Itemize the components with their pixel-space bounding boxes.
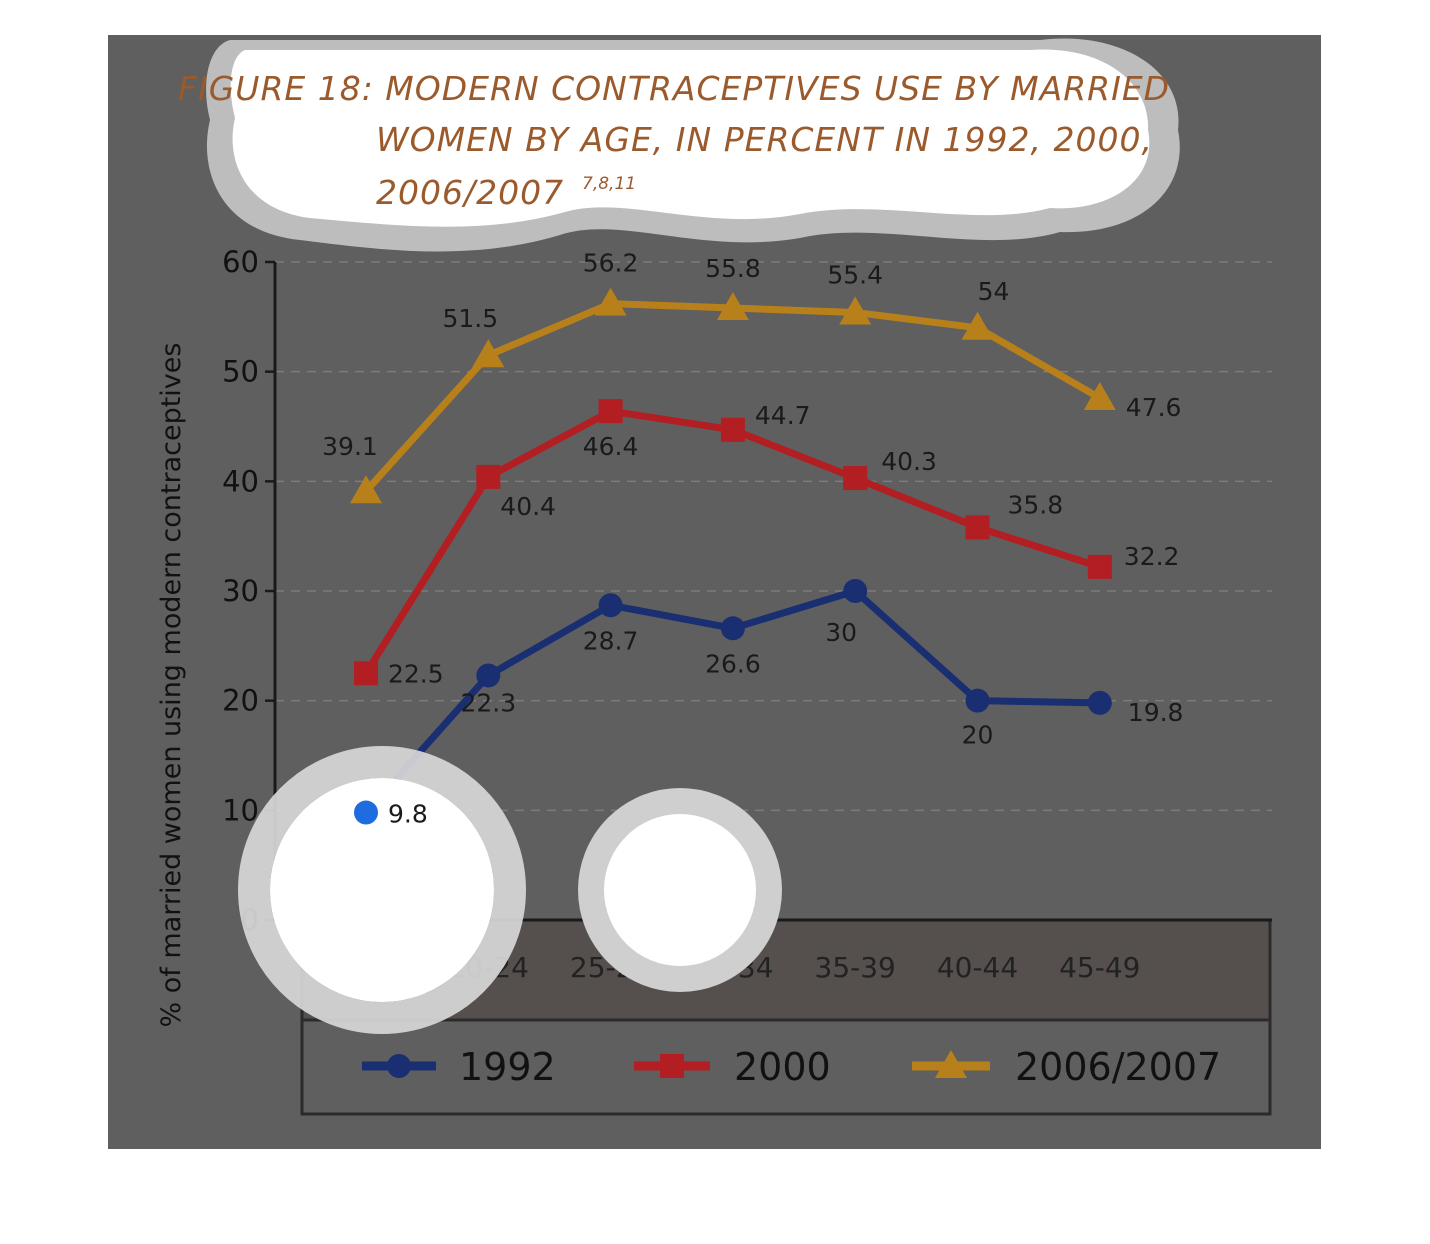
legend-item-1992: 1992 [362,1045,556,1089]
data-point [961,311,994,340]
data-label: 20 [962,721,994,750]
data-point [716,292,749,321]
data-point [472,339,505,368]
data-point [965,688,990,713]
highlight-ring-right [578,788,782,992]
data-label: 46.4 [583,432,639,461]
legend-item-2000: 2000 [634,1045,831,1089]
data-labels: 22.3 28.7 26.6 30 20 19.8 22.5 40.4 46.4 44.7 40.3… [322,249,1183,750]
overlay-labels: 9.8 [354,800,428,829]
data-label: 30 [825,618,857,647]
data-label: 26.6 [705,649,761,678]
data-label: 54 [978,277,1010,306]
data-label: 22.3 [460,688,516,717]
gridlines [275,261,1272,812]
data-point [720,417,745,442]
data-point [965,515,990,540]
x-tick-label: 40-44 [937,951,1018,984]
data-label: 22.5 [388,659,444,688]
x-tick-label: 35-39 [815,951,896,984]
legend-marker-1992 [387,1054,411,1078]
data-label: 9.8 [388,800,428,829]
data-point [476,663,501,688]
data-label: 32.2 [1124,542,1180,571]
title-line-2: WOMEN BY AGE, IN PERCENT IN 1992, 2000, [376,120,1153,159]
data-label: 55.4 [827,260,883,289]
data-label: 40.4 [500,492,556,521]
data-point [1083,381,1116,410]
y-tick-label: 40 [222,464,259,498]
highlight-fill-right [604,814,756,966]
title-cloud [230,49,1150,227]
y-tick-label: 10 [222,793,259,827]
y-axis-label: % of married women using modern contrace… [156,343,187,1028]
data-point [354,661,378,686]
legend-label-1992: 1992 [459,1045,556,1089]
data-point [839,296,872,325]
data-point [594,287,627,316]
data-label: 40.3 [881,447,937,476]
legend-label-2000: 2000 [734,1045,831,1089]
highlight-overlays [238,746,782,1034]
data-point [476,464,501,489]
data-label: 35.8 [1008,490,1064,519]
y-tick-label: 50 [222,355,259,389]
data-point [1087,690,1112,715]
y-tick-label: 20 [222,684,259,718]
legend-marker-2006-2007 [935,1050,967,1078]
data-label: 56.2 [583,249,639,278]
highlight-ring-left [238,746,526,1034]
highlight-fill-left [270,778,494,1002]
x-tick-label: 45-49 [1059,951,1140,984]
y-tick-label: 60 [222,245,259,279]
data-point [843,466,868,491]
title-line-1: FIGURE 18: MODERN CONTRACEPTIVES USE BY … [178,69,1170,108]
data-point [1087,554,1112,579]
data-label: 19.8 [1128,698,1184,727]
data-point [843,579,868,603]
legend: 1992 2000 2006/2007 [300,1018,1272,1116]
title-line-3: 2006/2007 [376,173,564,212]
data-point [598,593,623,618]
legend-item-2006-2007: 2006/2007 [912,1045,1221,1089]
data-point [350,475,382,504]
legend-marker-2000 [660,1054,684,1078]
data-point [598,399,623,424]
title-superscript: 7,8,11 [582,174,636,194]
y-tick-label: 30 [222,574,259,608]
data-label: 28.7 [583,626,639,655]
highlighted-data-point [354,800,378,825]
data-label: 39.1 [322,432,378,461]
figure-title: FIGURE 18: MODERN CONTRACEPTIVES USE BY … [178,69,1170,212]
legend-box [300,1018,1272,1116]
data-label: 44.7 [755,401,811,430]
data-label: 51.5 [442,304,498,333]
data-label: 47.6 [1126,393,1182,422]
data-label: 55.8 [705,254,761,283]
legend-label-2006-2007: 2006/2007 [1015,1045,1221,1089]
data-series [350,287,1116,825]
data-point [720,616,745,641]
